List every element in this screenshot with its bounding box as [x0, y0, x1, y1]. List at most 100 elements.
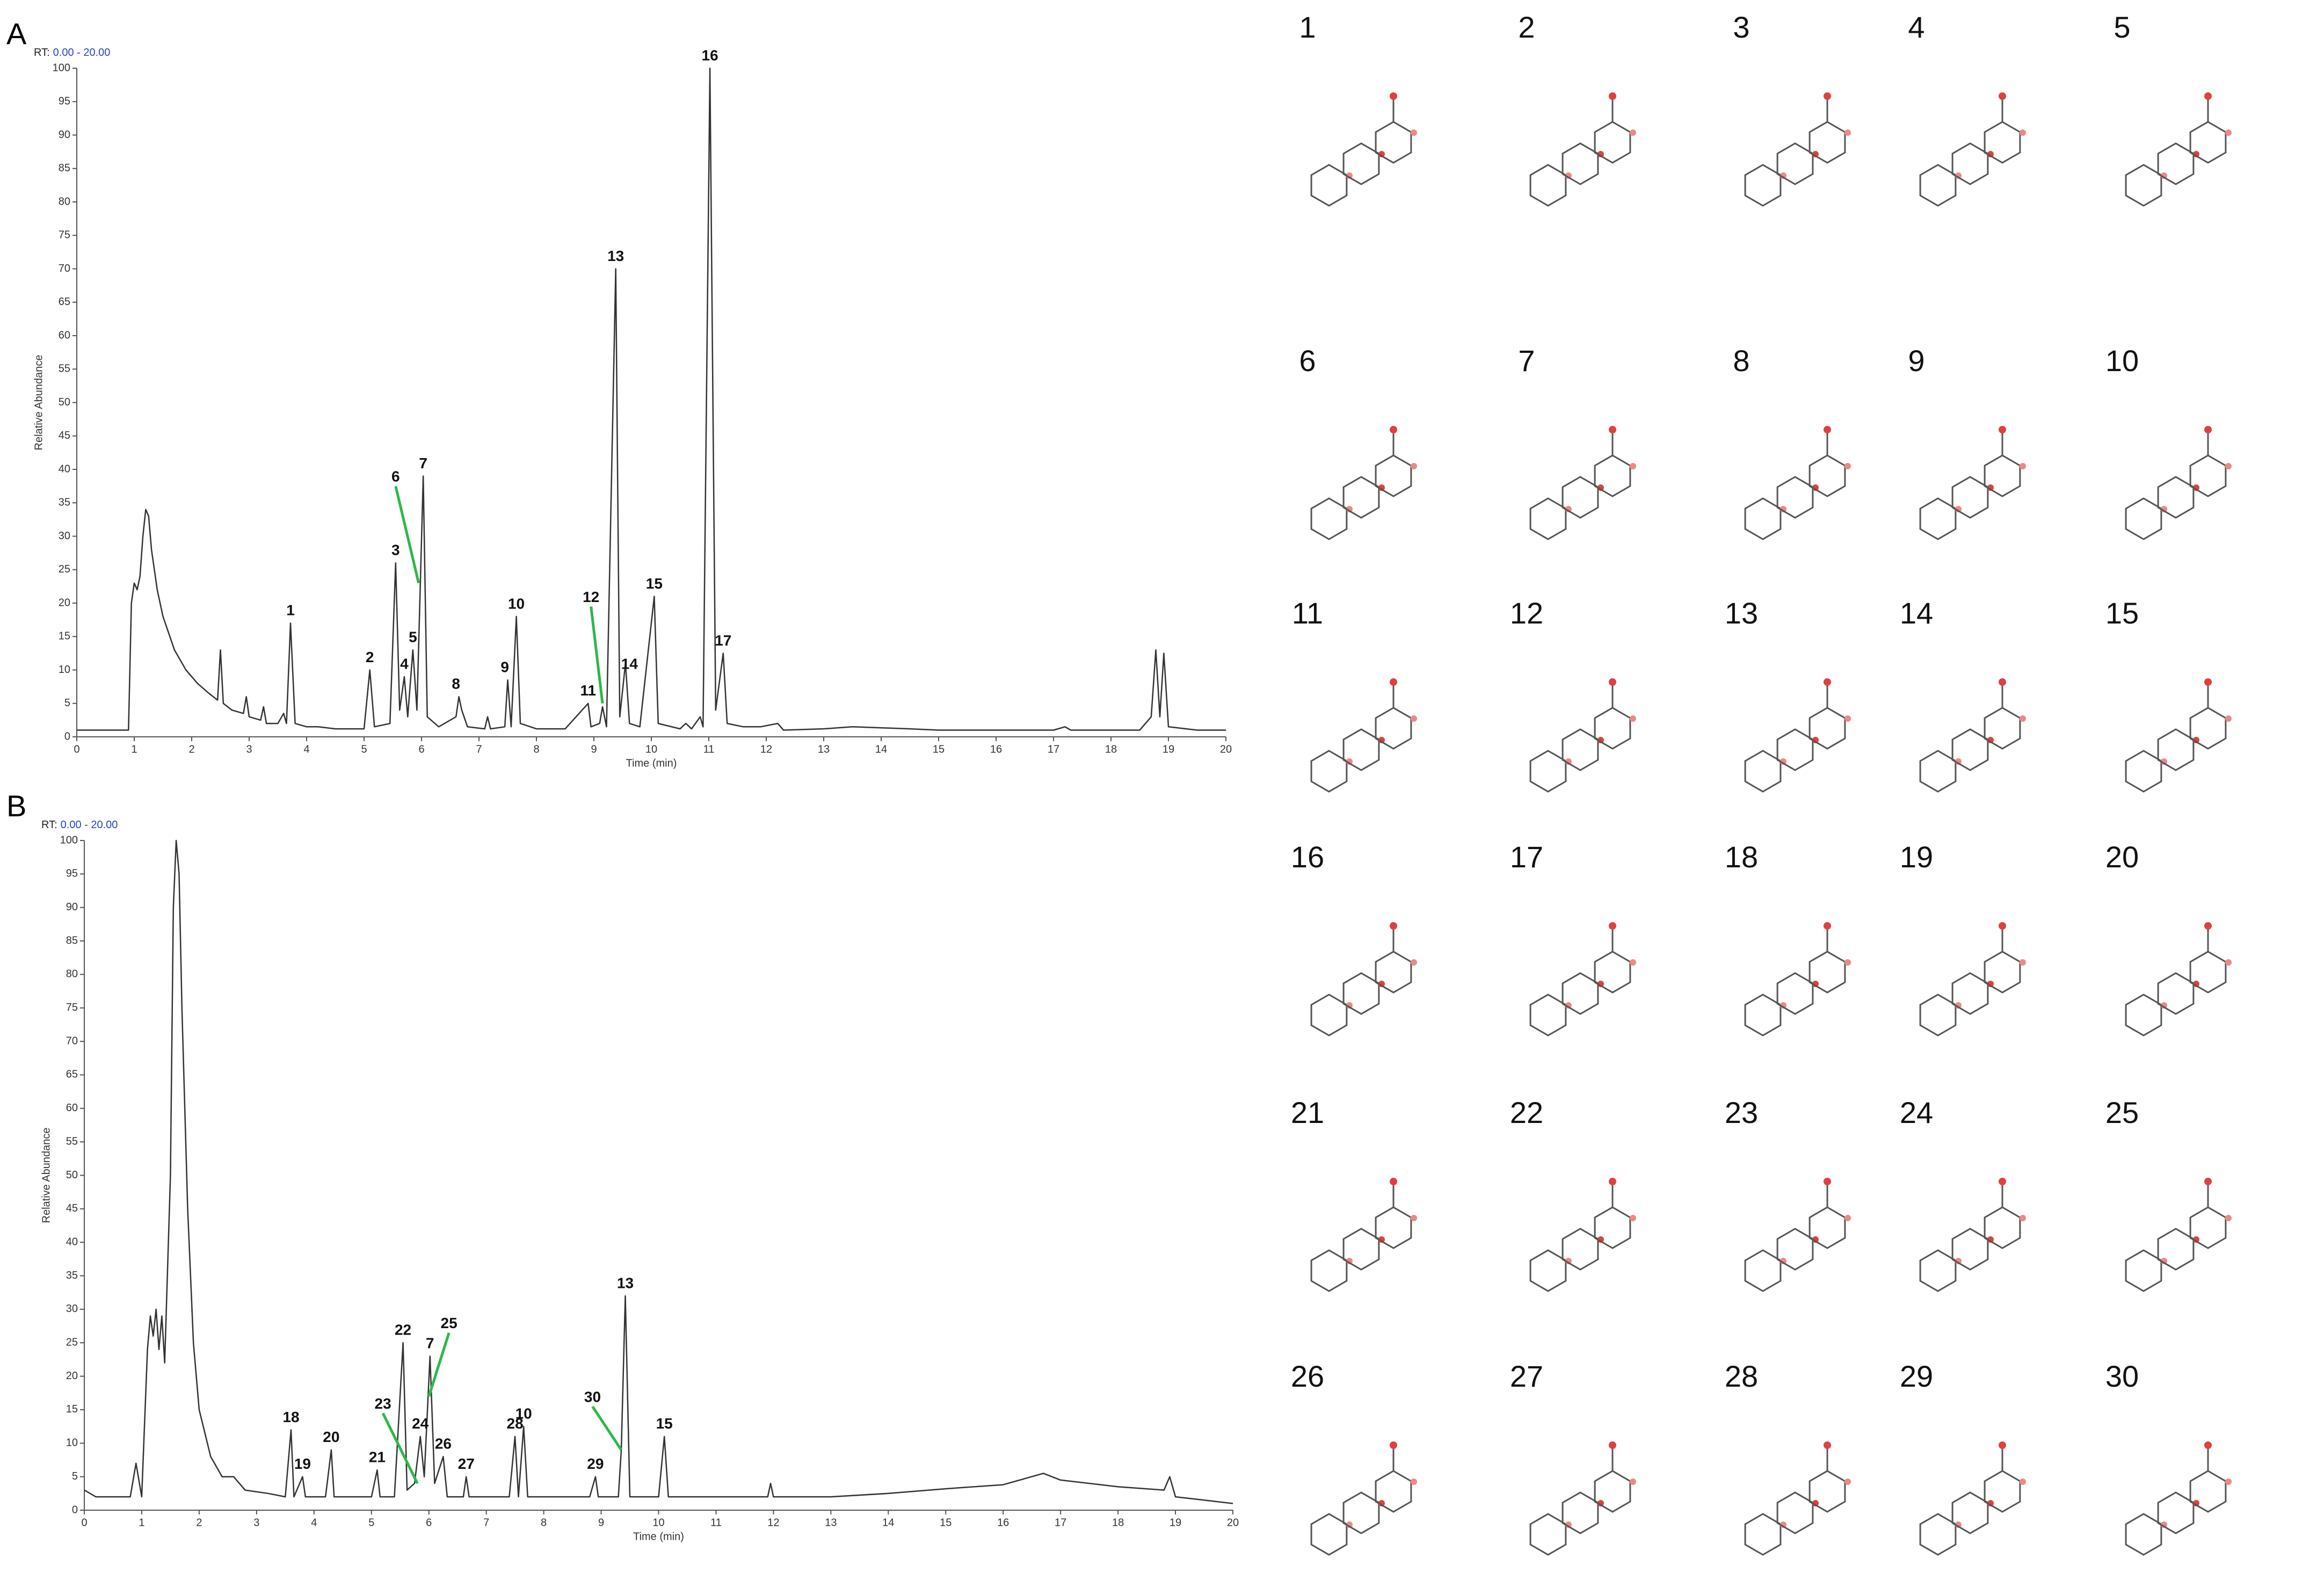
structure-icon	[1744, 92, 1851, 207]
structure-icon	[1744, 1178, 1851, 1292]
ring	[1744, 750, 1782, 793]
structure-icon	[1919, 426, 2026, 540]
peak-label: 15	[646, 575, 663, 592]
atom	[1411, 463, 1417, 469]
atom	[2204, 1441, 2212, 1449]
structure-number: 16	[1291, 840, 1324, 874]
peak-label: 7	[419, 455, 427, 472]
structure-icon	[1919, 92, 2026, 207]
peak-label: 4	[400, 655, 409, 672]
x-tick-label: 8	[541, 1517, 547, 1528]
peak-label: 27	[458, 1455, 475, 1472]
y-tick-label: 65	[59, 296, 70, 308]
structure-number: 27	[1510, 1359, 1543, 1393]
structure-icon	[1919, 678, 2026, 793]
chromatogram-line	[84, 839, 1233, 1504]
y-tick-label: 70	[59, 263, 70, 274]
y-tick-label: 0	[64, 730, 70, 742]
leader-line	[394, 485, 420, 584]
y-tick-label: 65	[66, 1069, 78, 1081]
structure-number: 2	[1518, 10, 1535, 44]
x-tick-label: 17	[1048, 743, 1059, 755]
structure-icon	[1529, 92, 1636, 207]
structure-number: 18	[1725, 840, 1758, 874]
structure-number: 10	[2105, 344, 2139, 378]
ring	[1919, 1249, 1957, 1292]
structure-number: 15	[2105, 596, 2139, 630]
atom	[1390, 426, 1397, 433]
structure-number: 25	[2105, 1096, 2139, 1129]
peak-label: 26	[435, 1436, 452, 1452]
structure-number: 17	[1510, 840, 1543, 874]
atom	[1999, 922, 2006, 930]
ring	[1529, 497, 1567, 540]
x-tick-label: 12	[767, 1517, 779, 1528]
x-tick-label: 18	[1105, 743, 1117, 755]
ring	[1529, 164, 1567, 207]
atom	[1999, 1441, 2006, 1449]
peak-label: 14	[621, 655, 638, 672]
ring	[1310, 1513, 1348, 1556]
atom	[1390, 1441, 1397, 1449]
x-tick-label: 17	[1055, 1517, 1066, 1528]
atom	[2020, 1478, 2026, 1485]
atom	[1609, 922, 1616, 930]
structure-icon	[1310, 92, 1417, 207]
rt-label: RT: 0.00 - 20.00	[34, 47, 110, 59]
structure-number: 1	[1299, 10, 1316, 44]
peak-label: 15	[656, 1415, 673, 1432]
x-tick-label: 20	[1227, 1517, 1239, 1528]
structure-number: 29	[1900, 1359, 1933, 1393]
y-tick-label: 70	[66, 1035, 78, 1047]
structure-icon	[1529, 678, 1636, 793]
structure-icon	[1744, 1441, 1851, 1556]
atom	[1630, 715, 1636, 722]
x-tick-label: 5	[368, 1517, 374, 1528]
structure-icon	[2125, 426, 2232, 540]
x-tick-label: 13	[825, 1517, 837, 1528]
y-tick-label: 85	[66, 934, 78, 946]
structure-number: 12	[1510, 596, 1543, 630]
structure-icon	[2125, 922, 2232, 1037]
y-tick-label: 90	[66, 901, 78, 913]
peak-label: 19	[294, 1455, 311, 1472]
ring	[1744, 994, 1782, 1037]
structure-number: 7	[1518, 344, 1535, 378]
panel-label: A	[6, 17, 27, 50]
peak-label: 8	[452, 676, 460, 692]
atom	[2020, 129, 2026, 136]
x-tick-label: 6	[418, 743, 424, 755]
ring	[1529, 994, 1567, 1037]
atom	[1999, 678, 2006, 686]
peak-label: 20	[323, 1429, 339, 1445]
peak-label: 17	[715, 632, 731, 649]
atom	[1630, 129, 1636, 136]
y-tick-label: 95	[66, 868, 78, 880]
y-tick-label: 25	[66, 1337, 78, 1349]
x-tick-label: 8	[533, 743, 539, 755]
y-tick-label: 5	[64, 697, 70, 709]
structure-icon	[1919, 922, 2026, 1037]
structure-number: 23	[1725, 1096, 1758, 1129]
ring	[1529, 1513, 1567, 1556]
y-tick-label: 10	[66, 1437, 78, 1449]
y-tick-label: 50	[66, 1169, 78, 1181]
x-tick-label: 13	[818, 743, 830, 755]
structure-icon	[1744, 922, 1851, 1037]
x-tick-label: 7	[476, 743, 482, 755]
ring	[1529, 1249, 1567, 1292]
y-tick-label: 50	[59, 396, 70, 408]
rt-range: 0.00 - 20.00	[53, 47, 111, 59]
peak-label: 5	[409, 629, 417, 646]
peak-label: 1	[286, 602, 295, 619]
peak-label: 3	[391, 542, 400, 559]
y-tick-label: 15	[66, 1403, 78, 1415]
atom	[2225, 129, 2232, 136]
atom	[2225, 1478, 2232, 1485]
x-tick-label: 15	[933, 743, 945, 755]
atom	[1999, 426, 2006, 433]
x-tick-label: 18	[1112, 1517, 1124, 1528]
atom	[1609, 92, 1616, 100]
x-tick-label: 11	[703, 743, 715, 755]
